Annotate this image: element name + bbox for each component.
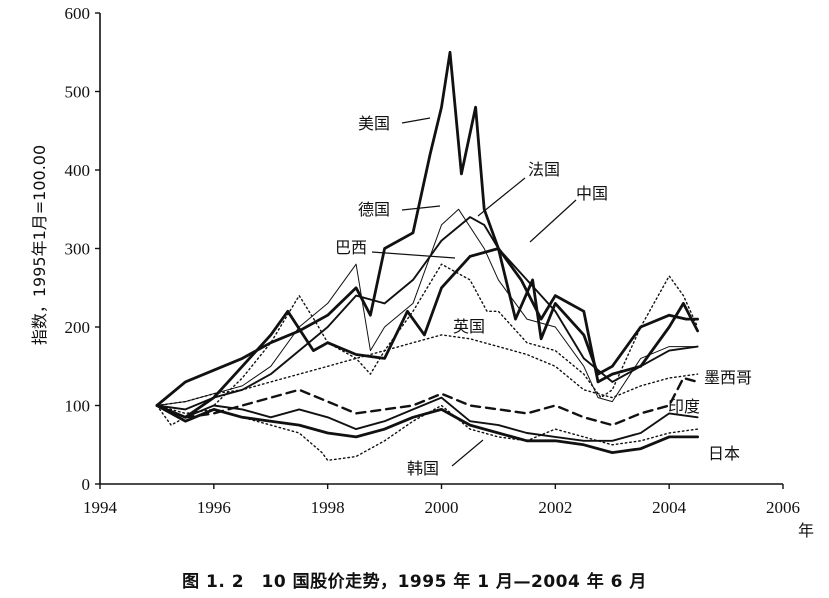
series-label: 德国 bbox=[358, 200, 390, 219]
x-tick-label: 1998 bbox=[311, 498, 345, 517]
series-label: 日本 bbox=[708, 444, 740, 463]
series-line-5 bbox=[156, 334, 699, 407]
axes: 0 100 200 300 400 500 600 1994 1996 1998 2000 2002 2… bbox=[30, 4, 814, 540]
y-tick-label: 300 bbox=[65, 240, 91, 259]
y-tick-label: 200 bbox=[65, 318, 91, 337]
series-label: 中国 bbox=[576, 184, 608, 203]
x-tick-label: 2006 bbox=[766, 498, 800, 517]
series-line-1 bbox=[156, 208, 699, 406]
figure-caption: 图 1. 2 10 国股价走势，1995 年 1 月—2004 年 6 月 bbox=[182, 572, 647, 592]
y-tick-label: 500 bbox=[65, 83, 91, 102]
series-line-2 bbox=[155, 216, 699, 411]
series-line-9 bbox=[156, 404, 699, 462]
x-tick-label: 2000 bbox=[425, 498, 459, 517]
series-label-leader bbox=[529, 199, 577, 243]
series-label: 印度 bbox=[668, 397, 700, 416]
y-tick-label: 100 bbox=[65, 397, 91, 416]
y-axis-label: 指数，1995年1月=100.00 bbox=[30, 145, 49, 345]
series-label-leader bbox=[371, 251, 456, 259]
x-tick-label: 2004 bbox=[652, 498, 687, 517]
series-label: 美国 bbox=[358, 114, 390, 133]
series-line-8 bbox=[155, 404, 699, 455]
y-tick-label: 400 bbox=[65, 161, 91, 180]
series-label: 韩国 bbox=[407, 459, 439, 478]
series-line-3 bbox=[155, 247, 699, 419]
x-tick-label: 1996 bbox=[197, 498, 231, 517]
series-label: 墨西哥 bbox=[704, 368, 752, 387]
series-label: 英国 bbox=[453, 317, 485, 336]
y-tick-label: 600 bbox=[65, 4, 91, 23]
x-tick-label: 1994 bbox=[83, 498, 118, 517]
series-label: 巴西 bbox=[335, 238, 367, 257]
series-label-leader bbox=[477, 177, 526, 217]
series-label-leader bbox=[401, 205, 441, 211]
series-line-4 bbox=[156, 263, 699, 426]
x-axis-label: 年 bbox=[798, 521, 814, 540]
series-line-0 bbox=[155, 50, 699, 407]
series-label: 法国 bbox=[528, 160, 560, 179]
x-tick-label: 2002 bbox=[538, 498, 572, 517]
series-line-6 bbox=[155, 376, 699, 427]
line-chart: 0 100 200 300 400 500 600 1994 1996 1998 2000 2002 2… bbox=[30, 4, 814, 540]
series-label-leader bbox=[401, 117, 431, 124]
y-tick-label: 0 bbox=[82, 475, 91, 494]
series-label-leader bbox=[451, 439, 484, 467]
series-line-7 bbox=[155, 396, 699, 442]
series-layer bbox=[155, 50, 699, 462]
